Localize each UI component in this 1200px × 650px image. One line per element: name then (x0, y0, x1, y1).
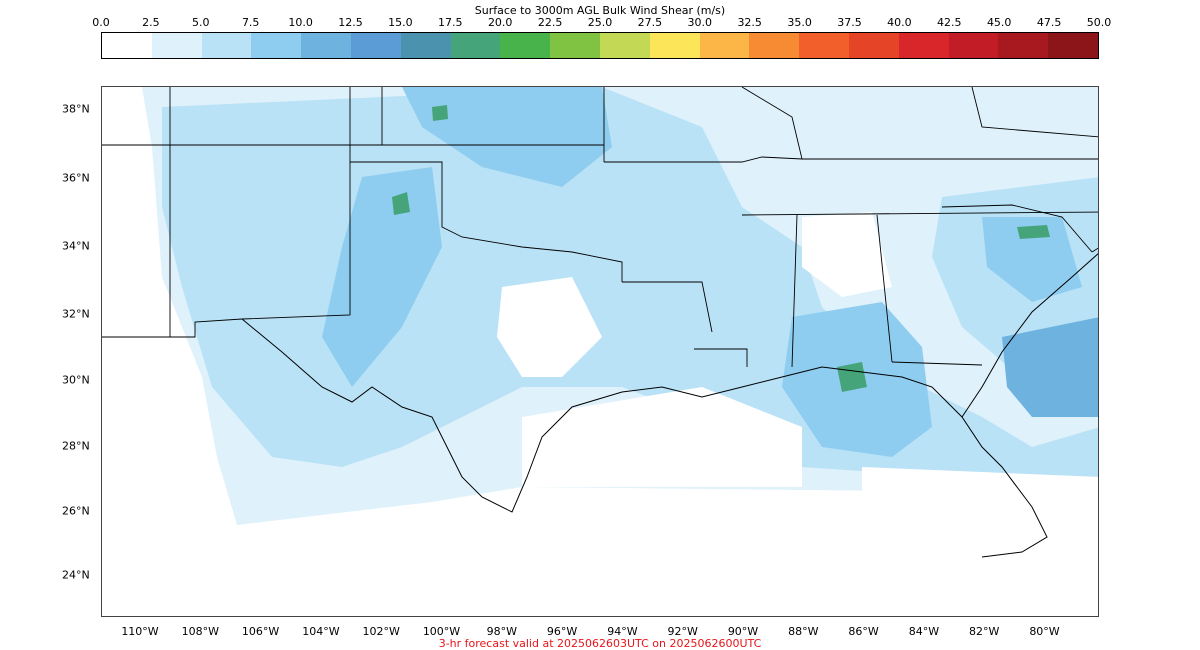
colorbar-tick-label: 32.5 (737, 16, 762, 29)
low-shear-south (862, 467, 1098, 616)
colorbar-segment (251, 33, 302, 58)
colorbar-tick-label: 30.0 (687, 16, 713, 29)
longitude-label: 98°W (486, 625, 517, 638)
longitude-label: 108°W (181, 625, 219, 638)
latitude-label: 32°N (62, 307, 90, 321)
colorbar-tick-label: 17.5 (438, 16, 463, 29)
colorbar-segment (1048, 33, 1098, 58)
longitude-label: 110°W (121, 625, 159, 638)
colorbar-tick-label: 7.5 (241, 16, 260, 29)
forecast-valid-time: 3-hr forecast valid at 2025062603UTC on … (438, 637, 762, 650)
colorbar-segment (898, 33, 949, 58)
latitude-label: 36°N (62, 171, 90, 185)
map-title: Surface to 3000m AGL Bulk Wind Shear (m/… (474, 4, 726, 17)
colorbar-tick-label: 22.5 (537, 16, 563, 29)
map-panel (101, 86, 1099, 617)
colorbar-tick-label: 2.5 (142, 16, 160, 29)
longitude-label: 80°W (1029, 625, 1060, 638)
state-boundaries (102, 87, 1098, 368)
latitude-label: 28°N (62, 439, 90, 453)
shear-area-atlantic (1002, 317, 1098, 417)
colorbar-segment (102, 33, 152, 58)
shear-area-west (322, 167, 442, 387)
colorbar (101, 32, 1099, 59)
low-shear-alabama (802, 212, 892, 297)
colorbar-segment (350, 33, 401, 58)
shear-spot-green-3 (1017, 225, 1050, 239)
colorbar-tick-label: 50.0 (1086, 16, 1112, 29)
colorbar-tick-label: 42.5 (937, 16, 962, 29)
latitude-label: 34°N (62, 239, 90, 253)
colorbar-tick-label: 20.0 (487, 16, 513, 29)
colorbar-tick-label: 5.0 (192, 16, 210, 29)
low-shear-texas (497, 277, 602, 377)
colorbar-segment (848, 33, 899, 58)
colorbar-segment (301, 33, 351, 58)
colorbar-tick-label: 27.5 (637, 16, 663, 29)
colorbar-tick-label: 40.0 (887, 16, 912, 29)
longitude-label: 88°W (788, 625, 819, 638)
shear-area-north (402, 87, 612, 187)
latitude-label: 26°N (62, 504, 90, 518)
longitude-label: 106°W (241, 625, 280, 638)
colorbar-tick-label: 47.5 (1036, 16, 1062, 29)
colorbar-segment (948, 33, 999, 58)
latitude-label: 30°N (62, 373, 90, 387)
longitude-label: 104°W (302, 625, 340, 638)
colorbar-tick-label: 45.0 (986, 16, 1012, 29)
latitude-label: 38°N (62, 102, 90, 116)
longitude-label: 94°W (607, 625, 638, 638)
longitude-label: 102°W (362, 625, 400, 638)
longitude-label: 96°W (546, 625, 578, 638)
colorbar-tick-label: 15.0 (388, 16, 413, 29)
colorbar-segment (151, 33, 202, 58)
longitude-label: 90°W (727, 625, 759, 638)
longitude-label: 92°W (667, 625, 698, 638)
colorbar-segment (599, 33, 650, 58)
shear-spot-green-2 (392, 192, 410, 215)
colorbar-tick-label: 12.5 (338, 16, 363, 29)
colorbar-segment (699, 33, 750, 58)
shear-spot-green-1 (837, 362, 867, 392)
longitude-label: 82°W (969, 625, 1000, 638)
colorbar-tick-label: 37.5 (837, 16, 862, 29)
colorbar-tick-label: 10.0 (288, 16, 313, 29)
colorbar-segment (799, 33, 849, 58)
longitude-label: 100°W (422, 625, 461, 638)
coastline (102, 253, 1098, 558)
colorbar-segment (649, 33, 700, 58)
longitude-label: 86°W (848, 625, 879, 638)
wind-shear-map (102, 87, 1098, 616)
colorbar-tick-label: 0.0 (92, 16, 110, 29)
latitude-label: 24°N (62, 568, 90, 582)
shear-area-carolina (982, 217, 1082, 302)
colorbar-tick-label: 25.0 (587, 16, 613, 29)
colorbar-segment (201, 33, 252, 58)
shear-spot-green-4 (432, 105, 448, 121)
colorbar-segment (500, 33, 551, 58)
colorbar-segment (550, 33, 600, 58)
longitude-label: 84°W (908, 625, 940, 638)
colorbar-segment (749, 33, 800, 58)
colorbar-tick-label: 35.0 (787, 16, 812, 29)
low-shear-gulf (522, 387, 802, 487)
colorbar-segment (400, 33, 451, 58)
colorbar-segment (998, 33, 1049, 58)
colorbar-segment (450, 33, 501, 58)
